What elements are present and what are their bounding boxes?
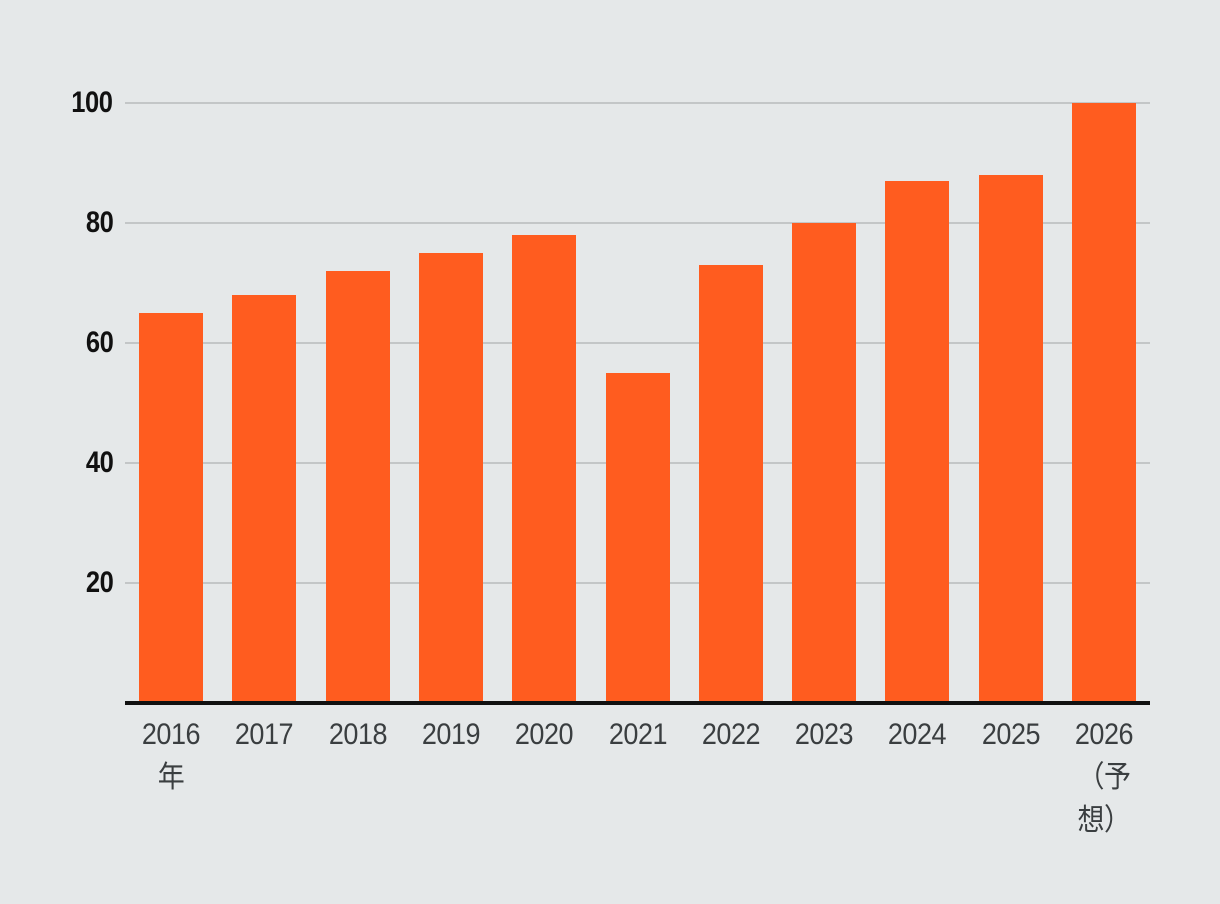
x-tick-label: 2017: [235, 718, 294, 751]
bar: [792, 223, 857, 703]
bar: [698, 265, 763, 703]
bar: [139, 313, 203, 703]
bar: [1072, 103, 1136, 703]
bar: [325, 271, 390, 703]
x-tick-label: 2020: [515, 718, 574, 751]
bar: [232, 295, 297, 703]
y-tick-label: 20: [85, 566, 113, 599]
y-tick-label: 40: [85, 446, 113, 479]
x-tick-label: 2019: [421, 718, 481, 751]
x-tick-label: 2025: [981, 718, 1041, 751]
y-tick-label: 60: [85, 326, 113, 359]
x-tick-label: 2023: [794, 718, 854, 751]
bar: [605, 373, 670, 703]
y-tick-label: 80: [85, 206, 113, 239]
bar: [418, 253, 483, 703]
bar: [978, 175, 1043, 703]
x-tick-label: 2026 （予 想）: [1074, 718, 1134, 837]
bar: [885, 181, 950, 703]
x-axis-line: [125, 701, 1150, 705]
x-tick-label: 2016 年: [141, 718, 201, 794]
gridline: [125, 222, 1150, 224]
gridline: [125, 102, 1150, 104]
x-tick-label: 2018: [328, 718, 387, 751]
bar: [512, 235, 577, 703]
x-tick-label: 2024: [888, 718, 947, 751]
x-tick-label: 2022: [701, 718, 761, 751]
plot-area: [125, 102, 1150, 703]
y-tick-label: 100: [71, 86, 114, 119]
x-tick-label: 2021: [608, 718, 667, 751]
gridline: [125, 342, 1150, 344]
